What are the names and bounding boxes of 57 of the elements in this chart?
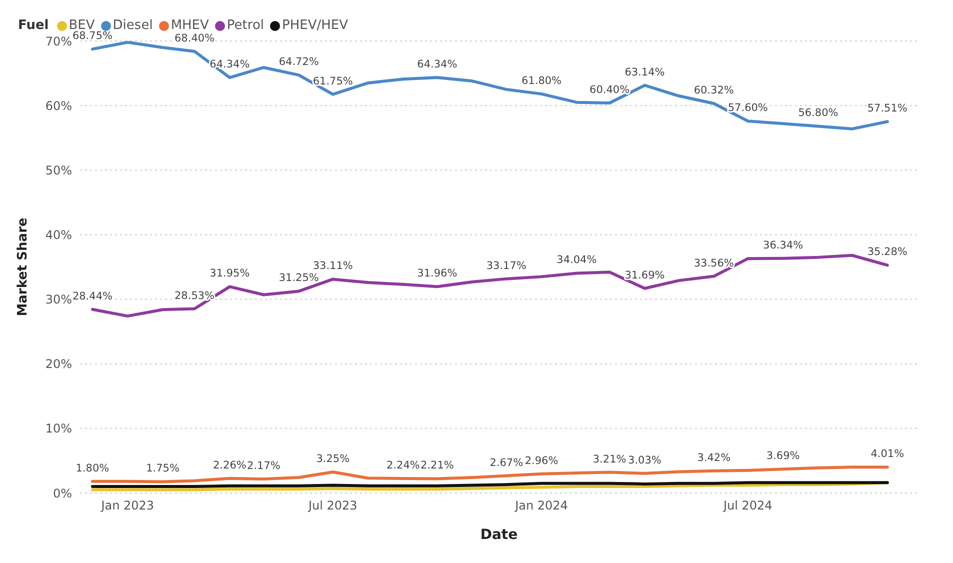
legend-label: MHEV: [170, 18, 209, 33]
data-label: 2.96%: [524, 454, 558, 467]
data-label: 60.32%: [694, 84, 734, 97]
y-tick-label: 40%: [45, 228, 72, 242]
legend-title: Fuel: [18, 18, 49, 33]
data-label: 2.17%: [247, 460, 280, 472]
data-label: 2.67%: [490, 456, 524, 469]
data-label: 1.75%: [146, 462, 180, 475]
y-tick-label: 10%: [45, 422, 72, 436]
data-label: 35.28%: [867, 246, 908, 258]
data-label: 31.96%: [417, 268, 458, 280]
x-tick-label: Jul 2023: [307, 498, 358, 513]
x-tick-label: Jul 2024: [722, 498, 772, 513]
data-label: 28.53%: [174, 290, 215, 302]
x-tick-label: Jan 2023: [100, 498, 154, 513]
data-label: 2.21%: [420, 460, 454, 472]
y-tick-label: 60%: [45, 98, 72, 113]
legend-label: Petrol: [226, 18, 264, 33]
data-label: 4.01%: [870, 448, 904, 460]
legend-label: Diesel: [112, 18, 153, 33]
data-label: 3.42%: [697, 452, 731, 464]
data-label: 34.04%: [556, 254, 597, 266]
data-label: 3.21%: [592, 453, 626, 466]
y-tick-label: 0%: [52, 486, 72, 500]
data-label: 36.34%: [763, 239, 804, 252]
data-label: 31.25%: [278, 272, 319, 284]
y-axis-title: Market Share: [16, 218, 31, 316]
data-label: 57.51%: [867, 102, 908, 115]
data-label: 33.56%: [694, 257, 734, 270]
y-tick-label: 50%: [45, 163, 72, 178]
data-label: 31.95%: [210, 268, 250, 280]
data-label: 57.60%: [728, 102, 768, 114]
x-axis-title: Date: [480, 527, 518, 543]
y-tick-label: 70%: [45, 34, 72, 48]
data-label: 63.14%: [624, 66, 665, 78]
data-label: 56.80%: [798, 107, 838, 120]
data-label: 61.75%: [312, 75, 353, 88]
data-label: 33.17%: [486, 260, 526, 272]
data-label: 1.80%: [76, 462, 110, 474]
data-label: 64.34%: [417, 58, 458, 71]
y-tick-label: 30%: [45, 292, 72, 307]
data-label: 28.44%: [72, 290, 113, 302]
x-tick-label: Jan 2024: [514, 498, 568, 513]
legend-label: PHEV/HEV: [281, 18, 348, 33]
data-label: 3.03%: [628, 454, 662, 466]
data-label: 61.80%: [522, 74, 562, 87]
y-tick-label: 20%: [45, 357, 72, 372]
data-label: 2.24%: [386, 460, 420, 472]
data-label: 64.72%: [278, 56, 319, 68]
data-label: 3.69%: [766, 450, 800, 462]
data-label: 68.75%: [72, 30, 113, 42]
data-label: 68.40%: [174, 32, 215, 44]
data-label: 31.69%: [624, 269, 665, 282]
data-label: 2.26%: [213, 459, 246, 472]
data-label: 3.25%: [316, 453, 350, 466]
data-label: 33.11%: [312, 260, 353, 272]
data-label: 60.40%: [590, 84, 630, 96]
